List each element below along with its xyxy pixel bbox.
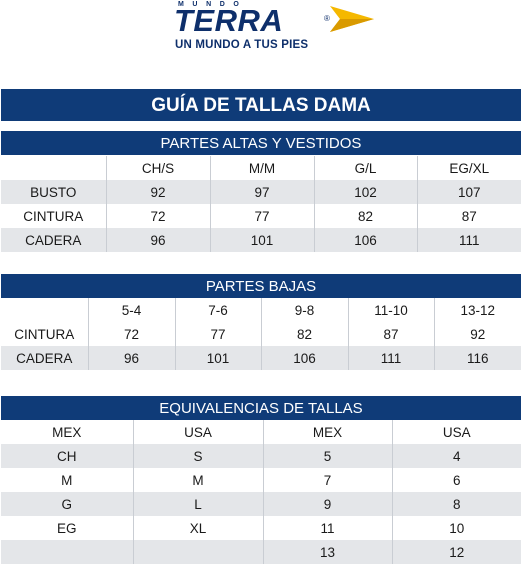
- table-cell: 11: [263, 516, 393, 540]
- column-header: MEX: [263, 420, 393, 444]
- row-label: [1, 540, 134, 564]
- table-header-row: MEX USA MEX USA: [1, 420, 521, 444]
- column-header: M/M: [210, 156, 315, 180]
- table-cell: 5: [263, 444, 393, 468]
- row-label: G: [1, 492, 134, 516]
- table-row: CINTURA 72 77 82 87: [1, 204, 521, 228]
- brand-logo: MUNDO TERRA ® UN MUNDO A TUS PIES: [0, 0, 522, 60]
- table-cell: 111: [417, 228, 521, 252]
- page-title: GUÍA DE TALLAS DAMA: [1, 89, 521, 121]
- row-label: CINTURA: [1, 322, 89, 346]
- row-label: CH: [1, 444, 134, 468]
- table-cell: L: [133, 492, 264, 516]
- table-cell: 12: [392, 540, 521, 564]
- table-cell: 7: [263, 468, 393, 492]
- column-header: [1, 156, 107, 180]
- column-header: MEX: [1, 420, 134, 444]
- table-row: EG XL 11 10: [1, 516, 521, 540]
- table-cell: 96: [106, 228, 211, 252]
- table-cell: 87: [348, 322, 435, 346]
- table-cell: 92: [434, 322, 521, 346]
- column-header: CH/S: [106, 156, 211, 180]
- table-cell: [133, 540, 264, 564]
- column-header: 5-4: [88, 298, 176, 322]
- section-title-bottoms: PARTES BAJAS: [1, 274, 521, 298]
- column-header: 13-12: [434, 298, 521, 322]
- table-cell: 9: [263, 492, 393, 516]
- table-cell: 10: [392, 516, 521, 540]
- arrow-logo-icon: [330, 6, 374, 32]
- registered-mark: ®: [324, 14, 330, 23]
- row-label: CADERA: [1, 228, 107, 252]
- table-equivalences: MEX USA MEX USA CH S 5 4 M M 7 6 G L 9 8 EG XL 11 10 13 12: [1, 420, 521, 564]
- table-cell: 116: [434, 346, 521, 370]
- table-cell: 77: [210, 204, 315, 228]
- section-title-equivalences: EQUIVALENCIAS DE TALLAS: [1, 396, 521, 420]
- table-cell: S: [133, 444, 264, 468]
- table-cell: 96: [88, 346, 176, 370]
- section-title-tops: PARTES ALTAS Y VESTIDOS: [1, 131, 521, 155]
- table-cell: 6: [392, 468, 521, 492]
- table-header-row: 5-4 7-6 9-8 11-10 13-12: [1, 298, 521, 322]
- table-cell: 92: [106, 180, 211, 204]
- column-header: USA: [133, 420, 264, 444]
- table-row: CH S 5 4: [1, 444, 521, 468]
- table-cell: 72: [106, 204, 211, 228]
- table-cell: 13: [263, 540, 393, 564]
- table-cell: 111: [348, 346, 435, 370]
- table-cell: 4: [392, 444, 521, 468]
- brand-tagline: UN MUNDO A TUS PIES: [175, 39, 309, 51]
- row-label: CINTURA: [1, 204, 107, 228]
- table-cell: 87: [417, 204, 521, 228]
- table-row: 13 12: [1, 540, 521, 564]
- table-cell: 107: [417, 180, 521, 204]
- table-cell: 77: [175, 322, 262, 346]
- table-row: CINTURA 72 77 82 87 92: [1, 322, 521, 346]
- table-cell: 102: [314, 180, 418, 204]
- column-header: G/L: [314, 156, 418, 180]
- table-bottoms: 5-4 7-6 9-8 11-10 13-12 CINTURA 72 77 82 87 92 CADE…: [1, 298, 521, 370]
- table-cell: 72: [88, 322, 176, 346]
- column-header: [1, 298, 89, 322]
- table-row: CADERA 96 101 106 111: [1, 228, 521, 252]
- table-cell: 82: [261, 322, 349, 346]
- table-row: CADERA 96 101 106 111 116: [1, 346, 521, 370]
- table-cell: 106: [261, 346, 349, 370]
- column-header: 11-10: [348, 298, 435, 322]
- table-cell: 97: [210, 180, 315, 204]
- table-cell: 106: [314, 228, 418, 252]
- table-cell: 8: [392, 492, 521, 516]
- row-label: BUSTO: [1, 180, 107, 204]
- table-tops: CH/S M/M G/L EG/XL BUSTO 92 97 102 107 CINTURA 72 7…: [1, 156, 521, 252]
- row-label: CADERA: [1, 346, 89, 370]
- brand-name: TERRA: [174, 3, 284, 38]
- brand-top-text: MUNDO: [178, 1, 248, 8]
- table-header-row: CH/S M/M G/L EG/XL: [1, 156, 521, 180]
- table-cell: XL: [133, 516, 264, 540]
- column-header: 9-8: [261, 298, 349, 322]
- column-header: 7-6: [175, 298, 262, 322]
- column-header: USA: [392, 420, 521, 444]
- table-cell: 101: [175, 346, 262, 370]
- row-label: EG: [1, 516, 134, 540]
- column-header: EG/XL: [417, 156, 521, 180]
- table-cell: 82: [314, 204, 418, 228]
- table-row: BUSTO 92 97 102 107: [1, 180, 521, 204]
- table-cell: 101: [210, 228, 315, 252]
- table-cell: M: [133, 468, 264, 492]
- row-label: M: [1, 468, 134, 492]
